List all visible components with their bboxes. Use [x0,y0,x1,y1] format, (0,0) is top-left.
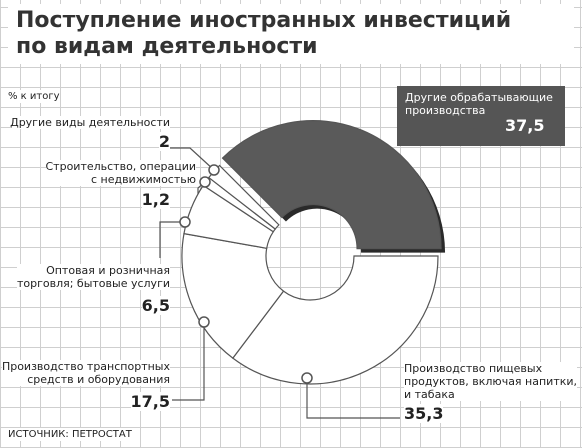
leader-dot [198,316,210,328]
leader-dot [301,372,313,384]
subtitle: % к итогу [8,90,60,103]
leader-dots [179,164,313,384]
category-label: Производство пищевых продуктов, включая … [404,362,578,401]
category-label: Производство транспортных средств и обор… [1,360,170,386]
value-label: 1,2 [141,190,170,209]
leader-dot [199,176,211,188]
donut [181,120,446,385]
donut-segment [231,255,439,385]
value-label: 17,5 [130,392,170,411]
category-label: Оптовая и розничная торговля; бытовые ус… [16,264,170,290]
value-label: 35,3 [404,404,444,423]
leader-dot [179,216,191,228]
leader-dot [208,164,220,176]
category-label: Строительство, операции с недвижимостью [45,160,196,186]
highlight-box [397,86,565,146]
leader-line [306,378,400,419]
donut-segment [221,120,442,250]
leader-lines [159,147,400,419]
value-label: 6,5 [141,296,170,315]
value-label: 2 [158,132,170,151]
title: Поступление иностранных инвестиций по ви… [8,4,574,64]
value-label: 37,5 [505,116,545,135]
donut-segment [181,232,285,359]
leader-line [170,147,215,171]
category-label: Другие обрабатывающие производства [405,91,553,117]
leader-line [159,221,185,258]
leader-line [172,322,205,401]
category-label: Другие виды деятельности [10,116,170,129]
source: ИСТОЧНИК: ПЕТРОСТАТ [8,428,132,441]
